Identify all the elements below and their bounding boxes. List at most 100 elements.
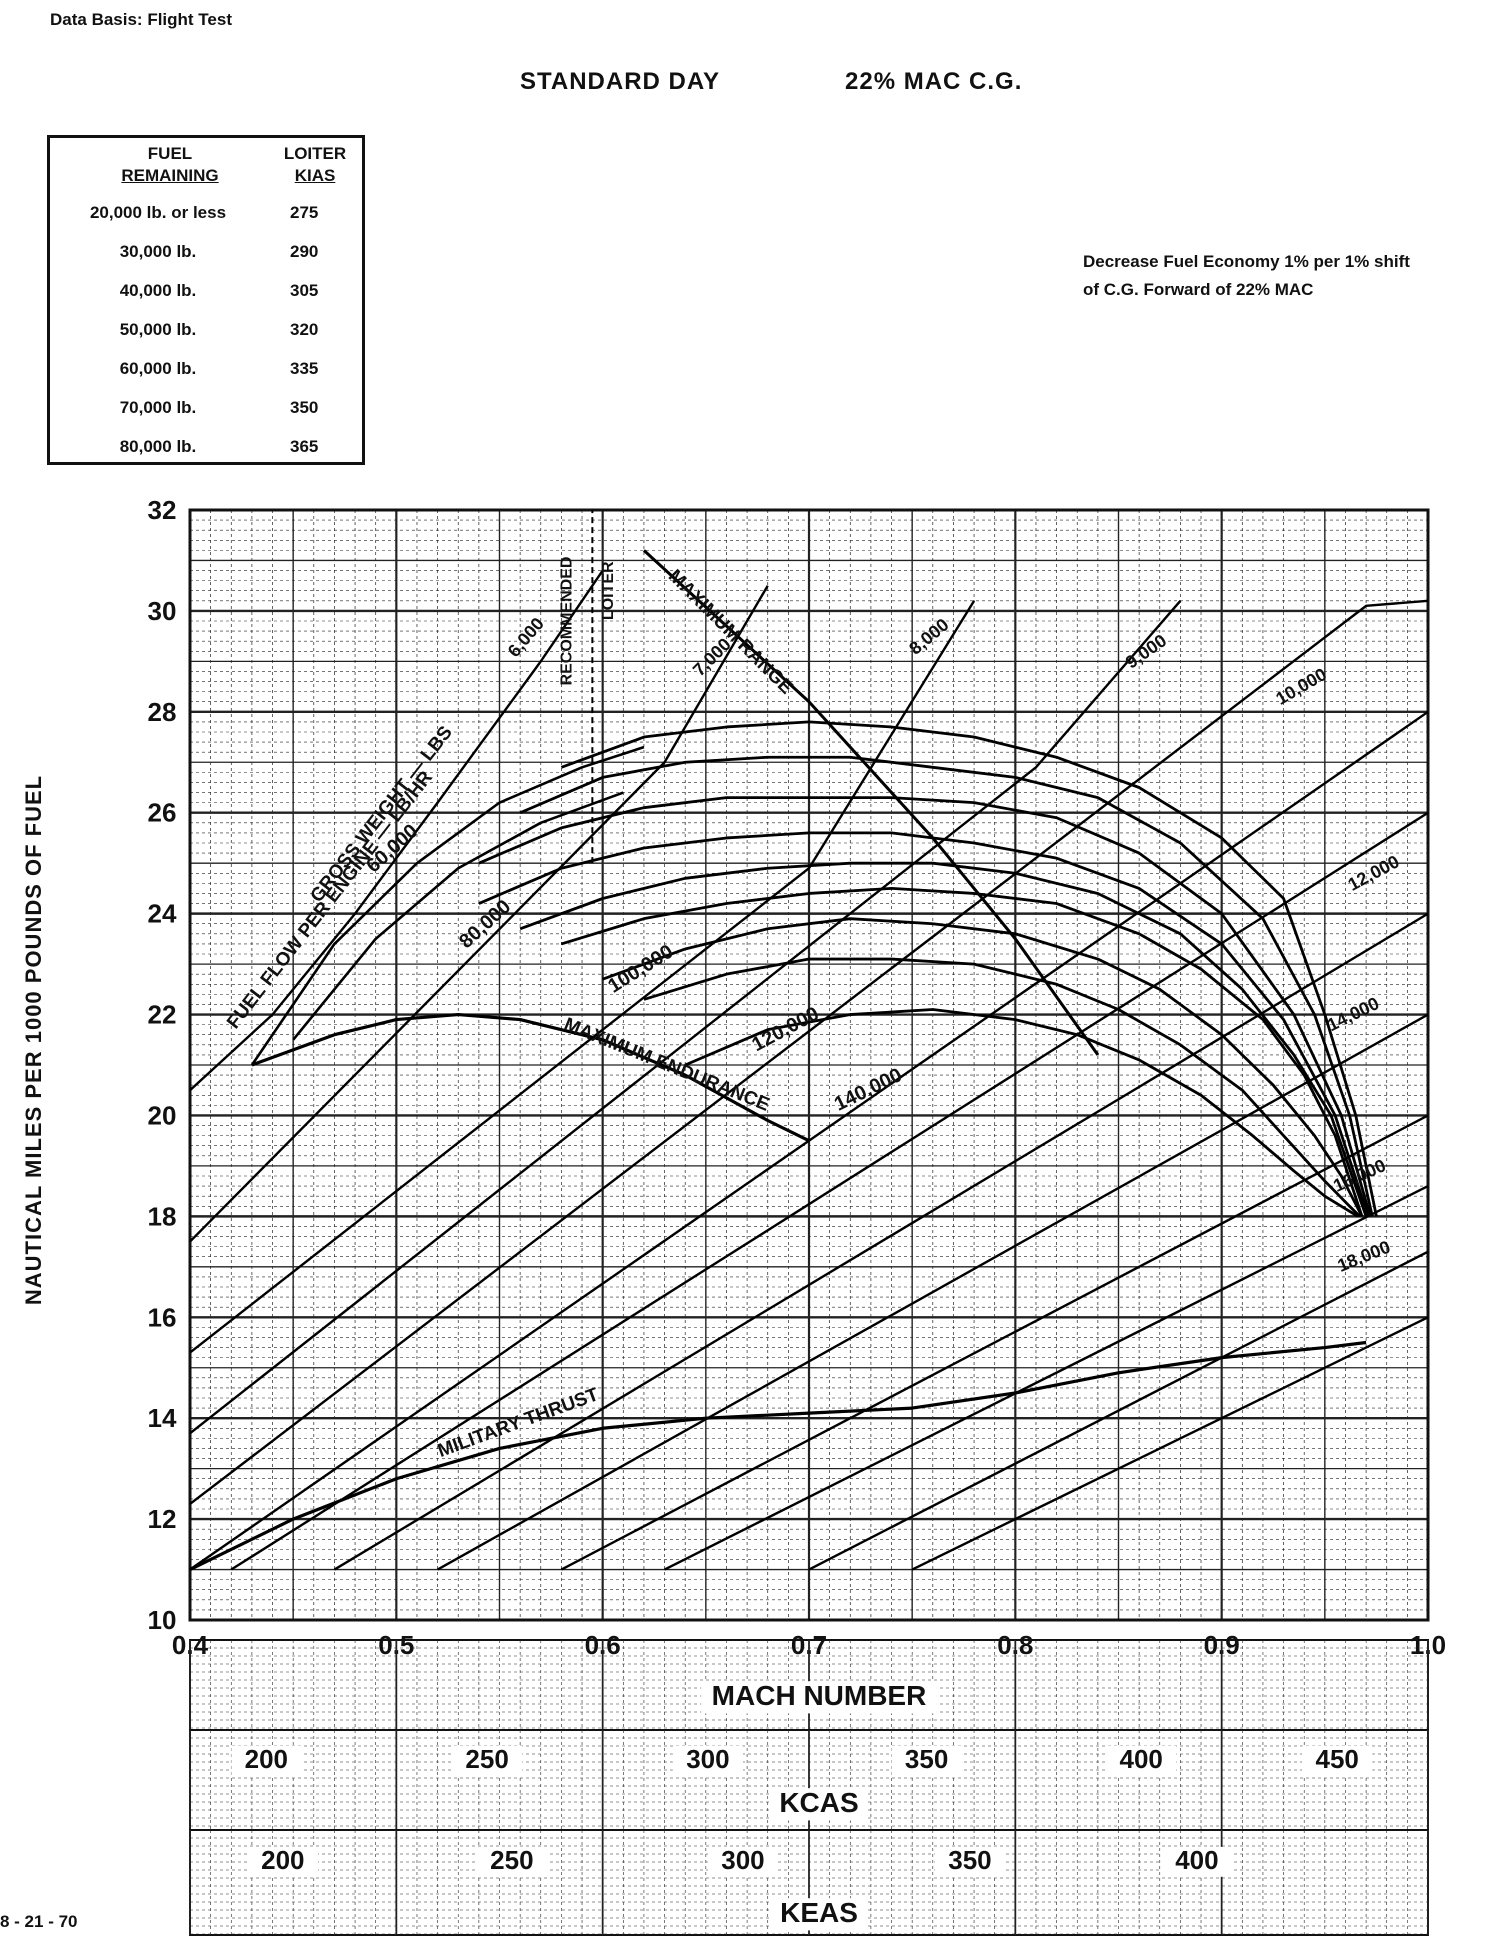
keas-axis-label: KEAS	[780, 1897, 858, 1928]
fuel-flow-line	[189, 599, 1429, 1505]
row-kias: 275	[290, 203, 319, 222]
gross-weight-value-label: 140,000	[831, 1064, 906, 1115]
row-kias: 290	[290, 242, 319, 261]
y-tick-label: 18	[148, 1201, 177, 1231]
gross-weight-curve	[602, 917, 1364, 1218]
kcas-tick-label: 300	[686, 1744, 729, 1774]
gross-weight-curve	[250, 745, 645, 1066]
cg-note-line-2: of C.G. Forward of 22% MAC	[1083, 280, 1314, 299]
cg-note-line-1: Decrease Fuel Economy 1% per 1% shift	[1083, 252, 1410, 271]
fuel-flow-value-label: 14,000	[1324, 993, 1382, 1035]
gross-weight-curve	[519, 861, 1368, 1217]
fuel-flow-line	[189, 585, 769, 1243]
condition-cg: 22% MAC C.G.	[845, 68, 1023, 95]
keas-tick-label: 350	[948, 1845, 991, 1875]
row-kias: 320	[290, 320, 319, 339]
max-range-label: MAXIMUM RANGE	[664, 566, 797, 699]
fuel-flow-line	[333, 912, 1429, 1571]
keas-axis-label-bg	[771, 1898, 867, 1931]
kcas-tick-label: 350	[905, 1744, 948, 1774]
kcas-tick-label: 450	[1316, 1744, 1359, 1774]
fuel-flow-value-label: 18,000	[1335, 1237, 1394, 1276]
fuel-flow-value-label: 12,000	[1345, 851, 1403, 895]
keas-tick-label: 400	[1175, 1845, 1218, 1875]
gross-weight-curve	[478, 796, 1372, 1217]
kcas-tick-label: 200	[245, 1744, 288, 1774]
y-tick-label: 14	[148, 1403, 177, 1433]
y-tick-label: 28	[148, 697, 177, 727]
military-thrust-line	[189, 1340, 1367, 1571]
gross-weight-curve	[560, 887, 1364, 1217]
row-fuel: 30,000 lb.	[119, 242, 197, 261]
keas-tick-label-bg	[1161, 1846, 1232, 1877]
fuel-flow-line	[911, 1316, 1429, 1571]
row-fuel: 40,000 lb.	[119, 281, 197, 300]
gross-weight-curve	[519, 755, 1374, 1217]
gross-weight-value-label: 100,000	[604, 941, 677, 998]
header-fuel-1: FUEL	[147, 144, 193, 163]
fuel-flow-line	[560, 1114, 1429, 1571]
row-kias: 305	[290, 281, 319, 300]
kcas-tick-label: 400	[1120, 1744, 1163, 1774]
footer-code: 8 - 21 - 70	[0, 1912, 78, 1931]
keas-tick-label-bg	[707, 1846, 779, 1877]
recommended-loiter-label: LOITER	[600, 561, 617, 620]
fuel-flow-value-label: 9,000	[1122, 630, 1170, 672]
kcas-tick-label-bg	[672, 1745, 743, 1776]
gross-weight-curve	[292, 791, 624, 1041]
max-endurance-line	[251, 1012, 810, 1143]
row-kias: 335	[290, 359, 319, 378]
keas-tick-label: 200	[261, 1845, 304, 1875]
fuel-flow-line	[808, 1250, 1429, 1571]
gross-weight-curve	[560, 720, 1378, 1217]
y-tick-label: 30	[148, 596, 177, 626]
keas-tick-label-bg	[934, 1846, 1006, 1877]
keas-tick-label: 300	[721, 1845, 764, 1875]
gross-weight-curve	[478, 831, 1370, 1217]
row-fuel: 70,000 lb.	[119, 398, 197, 417]
keas-tick-label-bg	[247, 1846, 318, 1877]
row-kias: 365	[290, 437, 319, 456]
kcas-tick-label-bg	[452, 1745, 523, 1776]
header-kias-1: LOITER	[283, 144, 347, 163]
y-tick-label: 10	[148, 1605, 177, 1635]
fuel-flow-line	[664, 1185, 1429, 1571]
row-fuel: 60,000 lb.	[119, 359, 197, 378]
y-tick-label: 24	[148, 899, 177, 929]
y-tick-label: 20	[148, 1100, 177, 1130]
kcas-tick-label-bg	[1302, 1745, 1373, 1776]
kcas-axis-label: KCAS	[779, 1787, 858, 1818]
row-fuel: 20,000 lb. or less	[89, 203, 227, 222]
fuel-flow-line	[230, 811, 1429, 1571]
row-fuel: 80,000 lb.	[119, 437, 197, 456]
data-basis-label: Data Basis: Flight Test	[50, 10, 232, 29]
max-range-line	[642, 549, 1100, 1056]
fuel-flow-line	[189, 600, 976, 1354]
header-fuel-2: REMAINING	[121, 166, 219, 185]
y-tick-label: 12	[148, 1504, 177, 1534]
row-fuel: 50,000 lb.	[119, 320, 197, 339]
keas-tick-label-bg	[476, 1846, 547, 1877]
y-tick-label: 26	[148, 798, 177, 828]
x-axis-label: MACH NUMBER	[712, 1680, 927, 1711]
recommended-loiter-label: RECOMMENDED	[559, 557, 576, 686]
y-tick-label: 16	[148, 1302, 177, 1332]
kcas-tick-label: 250	[465, 1744, 508, 1774]
kcas-tick-label-bg	[891, 1745, 962, 1776]
kcas-tick-label-bg	[231, 1745, 302, 1776]
condition-standard-day: STANDARD DAY	[520, 68, 721, 95]
kcas-axis-label-bg	[771, 1788, 867, 1821]
kcas-tick-label-bg	[1106, 1745, 1177, 1776]
loiter-table: FUEL REMAINING LOITER KIAS 20,000 lb. or…	[47, 135, 365, 465]
y-tick-label: 22	[148, 1000, 177, 1030]
keas-tick-label: 250	[490, 1845, 533, 1875]
y-tick-label: 32	[148, 495, 177, 525]
x-axis-label-bg	[701, 1681, 937, 1714]
fuel-flow-line	[189, 600, 1182, 1435]
gross-weight-curve	[643, 957, 1361, 1218]
plot-frame	[188, 508, 1430, 1622]
fuel-flow-line	[189, 569, 604, 1092]
fuel-flow-line	[437, 1013, 1429, 1571]
gross-weight-curve	[684, 1008, 1359, 1218]
